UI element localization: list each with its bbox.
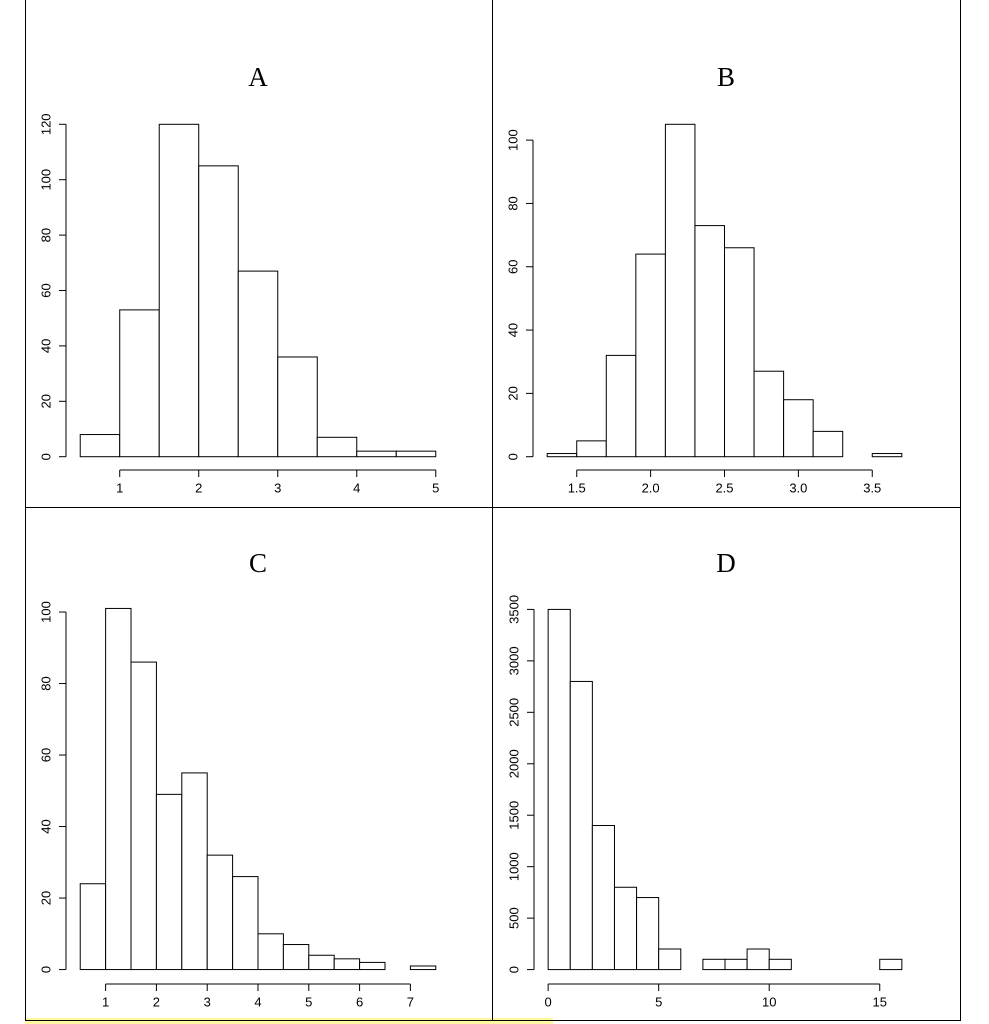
bar: [812, 430, 844, 458]
bar: [753, 370, 785, 458]
bar: [277, 356, 318, 458]
bar: [694, 225, 725, 458]
x-tick-label: 0: [545, 994, 552, 1009]
bar: [635, 253, 666, 458]
bar: [155, 793, 183, 971]
x-tick-label: 2: [153, 994, 160, 1009]
bar: [547, 608, 571, 971]
y-tick-label: 120: [38, 113, 53, 135]
y-tick-label: 100: [505, 129, 520, 151]
y-tick-label: 0: [505, 453, 520, 460]
y-tick-label: 20: [38, 891, 53, 905]
bar: [724, 958, 748, 971]
x-tick-label: 2: [195, 480, 202, 495]
y-tick-label: 500: [506, 907, 521, 929]
y-tick-label: 60: [505, 260, 520, 274]
y-tick-label: 1000: [506, 852, 521, 881]
x-tick-label: 2.5: [715, 480, 733, 495]
x-tick-label: 1.5: [568, 480, 586, 495]
x-tick-label: 1: [116, 480, 123, 495]
chart-title: B: [717, 62, 735, 92]
bar: [613, 886, 638, 971]
x-tick-label: 15: [873, 994, 887, 1009]
x-tick-label: 3.5: [863, 480, 881, 495]
bar: [783, 399, 814, 458]
chart-title: D: [716, 548, 736, 578]
bar: [237, 270, 279, 458]
bar: [359, 961, 386, 971]
y-tick-label: 40: [38, 819, 53, 833]
bar: [206, 854, 234, 971]
x-tick-label: 4: [353, 480, 360, 495]
bar: [158, 123, 200, 458]
bar: [130, 661, 157, 971]
y-tick-label: 100: [38, 169, 53, 191]
y-tick-label: 0: [38, 453, 53, 460]
y-tick-label: 2500: [506, 698, 521, 727]
bar: [316, 436, 358, 458]
bar: [871, 453, 903, 458]
x-tick-label: 5: [432, 480, 439, 495]
bar: [308, 954, 335, 971]
y-tick-label: 20: [38, 394, 53, 408]
y-tick-label: 0: [506, 966, 521, 973]
y-tick-label: 80: [505, 196, 520, 210]
x-tick-label: 10: [762, 994, 776, 1009]
bar: [879, 958, 903, 971]
bar: [232, 876, 259, 971]
x-tick-label: 3: [204, 994, 211, 1009]
bar: [79, 883, 107, 971]
bar: [768, 958, 792, 971]
y-tick-label: 100: [38, 601, 53, 623]
x-tick-label: 6: [356, 994, 363, 1009]
bar: [356, 450, 397, 458]
bar: [702, 958, 726, 971]
y-tick-label: 60: [38, 283, 53, 297]
x-tick-label: 7: [407, 994, 414, 1009]
x-tick-label: 3.0: [789, 480, 807, 495]
chart-title: A: [248, 62, 268, 92]
y-tick-label: 60: [38, 748, 53, 762]
x-tick-label: 5: [655, 994, 662, 1009]
y-tick-label: 3000: [506, 646, 521, 675]
bar: [333, 958, 361, 971]
y-tick-label: 0: [38, 966, 53, 973]
bar: [664, 123, 696, 458]
y-tick-label: 3500: [506, 595, 521, 624]
bar: [605, 354, 637, 458]
bar: [181, 772, 208, 971]
bar: [409, 965, 437, 971]
bar: [105, 607, 132, 971]
x-tick-label: 3: [274, 480, 281, 495]
bar: [546, 453, 578, 458]
x-tick-label: 4: [254, 994, 261, 1009]
bar: [395, 450, 437, 458]
y-tick-label: 2000: [506, 749, 521, 778]
bar: [658, 948, 682, 971]
bar: [79, 434, 121, 458]
bar: [119, 309, 160, 458]
panel-frame: [25, 0, 961, 1021]
bar: [257, 933, 284, 971]
bar: [724, 247, 755, 458]
y-tick-label: 40: [38, 339, 53, 353]
bar: [569, 680, 593, 971]
bar: [198, 165, 239, 458]
bar: [576, 440, 607, 458]
chart-title: C: [249, 548, 267, 578]
y-tick-label: 40: [505, 323, 520, 337]
x-tick-label: 5: [305, 994, 312, 1009]
y-tick-label: 80: [38, 228, 53, 242]
y-tick-label: 80: [38, 676, 53, 690]
bar: [636, 897, 660, 971]
y-tick-label: 20: [505, 386, 520, 400]
bar: [591, 825, 615, 971]
bar: [282, 944, 310, 971]
bar: [746, 948, 770, 971]
x-tick-label: 1: [102, 994, 109, 1009]
y-tick-label: 1500: [506, 801, 521, 830]
x-tick-label: 2.0: [642, 480, 660, 495]
